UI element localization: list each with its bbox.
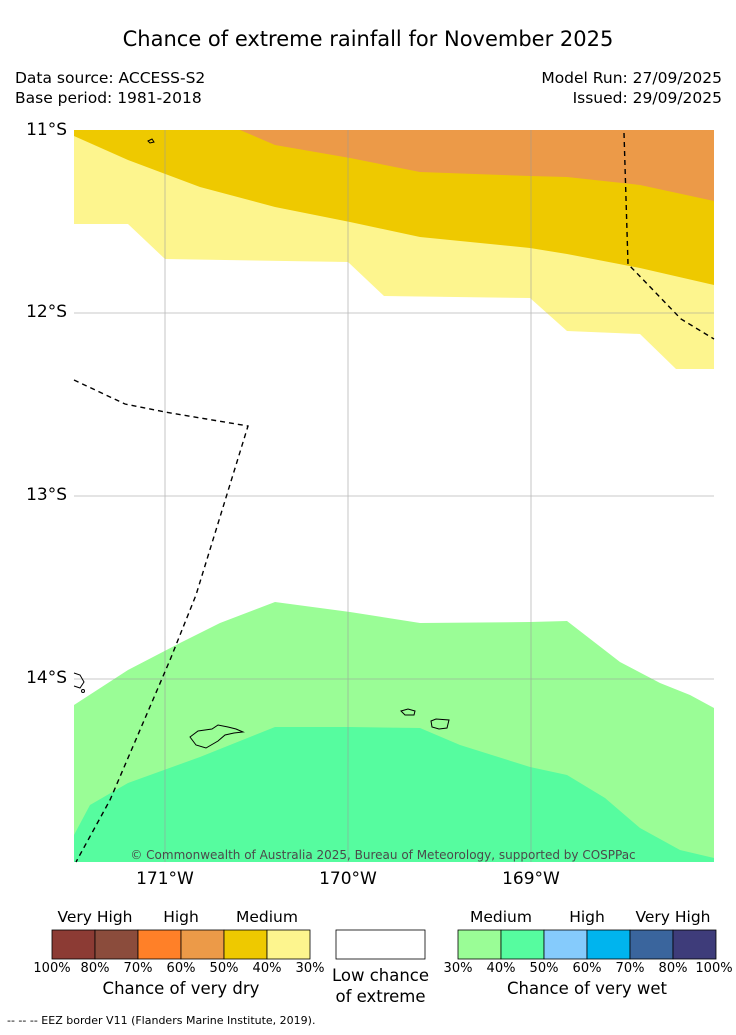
dry-swatch-70-60: [137, 929, 182, 960]
dry-pct-label: 50%: [209, 961, 239, 976]
meta-left: Data source: ACCESS-S2 Base period: 1981…: [15, 68, 205, 108]
wet-pct-label: 100%: [695, 961, 733, 976]
dry-pct-label: 70%: [123, 961, 153, 976]
wet-swatch-30-40: [457, 929, 502, 960]
lat-label-13s: 13°S: [26, 485, 67, 505]
eez-border-east: [623, 132, 715, 340]
wet-category-high: High: [569, 908, 605, 926]
eez-borders: [73, 132, 715, 863]
wet-swatch-60-70: [586, 929, 631, 960]
rainfall-map: © Commonwealth of Australia 2025, Bureau…: [73, 130, 715, 863]
base-period: Base period: 1981-2018: [15, 89, 202, 107]
wet-pct-label: 40%: [486, 961, 516, 976]
wet-pct-label: 80%: [658, 961, 688, 976]
eez-border-west: [73, 379, 249, 863]
island-dot: [81, 689, 85, 693]
low-chance-line2: of extreme: [335, 987, 426, 1006]
issued-date: Issued: 29/09/2025: [572, 89, 722, 107]
low-chance-swatch: [335, 929, 426, 960]
data-source: Data source: ACCESS-S2: [15, 69, 206, 87]
low-chance-line1: Low chance: [331, 966, 430, 985]
dry-colorbar: [51, 929, 311, 960]
wet-swatch-70-80: [629, 929, 674, 960]
wet-category-very-high: Very High: [635, 908, 711, 926]
copyright-text: © Commonwealth of Australia 2025, Bureau…: [130, 848, 635, 862]
island-ofu: [400, 708, 416, 716]
wet-swatch-80-100: [672, 929, 717, 960]
dry-swatch-80-70: [94, 929, 139, 960]
wet-40-50-region: [74, 727, 714, 862]
wet-pct-label: 60%: [572, 961, 602, 976]
wet-legend-title: Chance of very wet: [507, 979, 667, 998]
wet-swatch-50-60: [543, 929, 588, 960]
island-swains: [147, 138, 155, 144]
eez-footnote: -- -- -- EEZ border V11 (Flanders Marine…: [7, 1014, 316, 1027]
dry-pct-label: 30%: [295, 961, 325, 976]
legend-colorbars: [51, 929, 717, 960]
page-title: Chance of extreme rainfall for November …: [122, 27, 614, 51]
dry-swatch-40-30: [266, 929, 311, 960]
dry-swatch-100-80: [51, 929, 96, 960]
island-tutuila: [189, 724, 245, 749]
lat-label-12s: 12°S: [26, 302, 67, 322]
wet-category-medium: Medium: [470, 908, 532, 926]
wet-pct-label: 30%: [443, 961, 473, 976]
wet-pct-label: 50%: [529, 961, 559, 976]
wet-pct-label: 70%: [615, 961, 645, 976]
dry-pct-label: 60%: [166, 961, 196, 976]
dry-swatch-60-50: [180, 929, 225, 960]
dry-50-60-region: [240, 130, 714, 201]
lon-label-169w: 169°W: [502, 869, 560, 889]
model-run: Model Run: 27/09/2025: [541, 69, 722, 87]
meta-right: Model Run: 27/09/2025 Issued: 29/09/2025: [541, 68, 722, 108]
lon-label-171w: 171°W: [136, 869, 194, 889]
low-chance-legend-title: Low chance of extreme: [316, 965, 445, 1007]
island-tau: [430, 718, 450, 730]
wet-colorbar: [457, 929, 717, 960]
dry-category-high: High: [163, 908, 199, 926]
lat-label-11s: 11°S: [26, 120, 67, 140]
dry-category-medium: Medium: [236, 908, 298, 926]
dry-swatch-50-40: [223, 929, 268, 960]
wet-swatch-40-50: [500, 929, 545, 960]
islands: [73, 138, 450, 749]
dry-category-very-high: Very High: [57, 908, 133, 926]
lat-label-14s: 14°S: [26, 668, 67, 688]
map-grid: [74, 130, 714, 862]
dry-pct-label: 80%: [80, 961, 110, 976]
island-west-coast: [73, 672, 85, 689]
dry-pct-label: 100%: [33, 961, 71, 976]
dry-pct-label: 40%: [252, 961, 282, 976]
lon-label-170w: 170°W: [319, 869, 377, 889]
dry-legend-title: Chance of very dry: [102, 979, 260, 998]
